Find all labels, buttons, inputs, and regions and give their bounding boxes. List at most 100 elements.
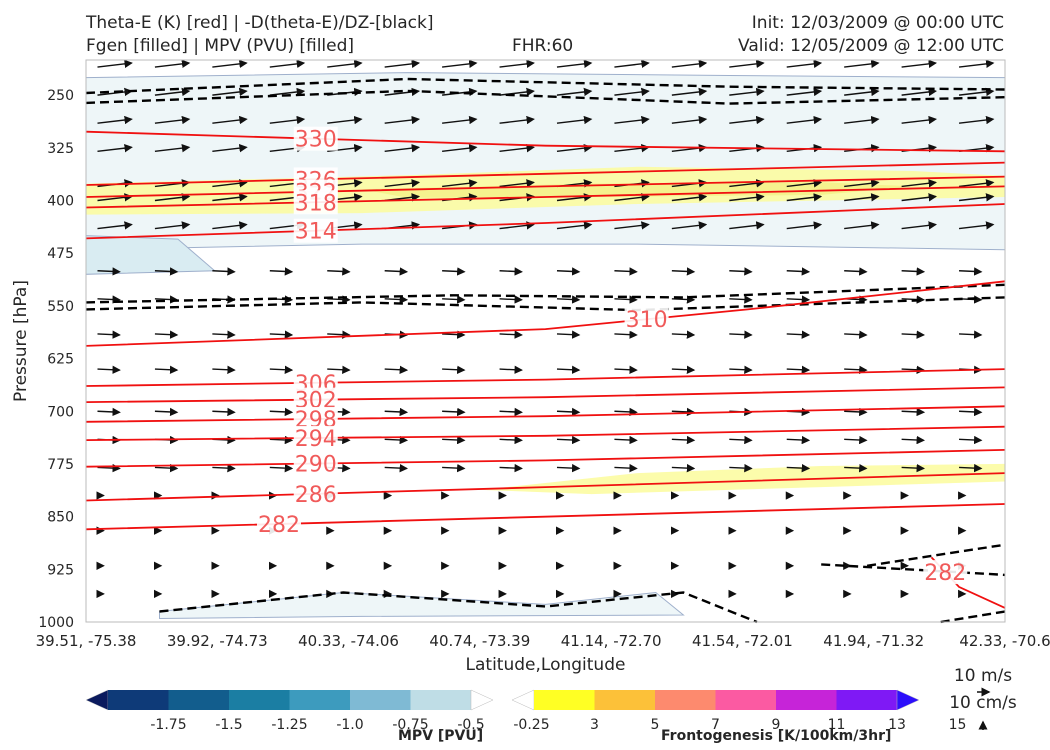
wind-arrow [958,193,995,202]
wind-arrow [786,330,811,339]
y-tick-label: 700 [47,404,74,420]
wind-arrow [959,463,983,473]
frontogenesis-colorbar-label: Frontogenesis [K/100km/3hr] [661,728,892,744]
wind-arrow [442,267,466,276]
forecast-hour: FHR:60 [512,36,574,56]
wind-arrow [499,295,523,304]
wind-arrow [729,463,753,473]
chart-title-line2: Fgen [filled] | MPV (PVU) [filled] [86,36,355,56]
wind-arrow [556,221,593,230]
colorbar-segment [594,690,656,710]
wind-arrow [269,59,306,69]
dthetae-dz-contour [85,296,1006,312]
wind-arrow [442,143,478,153]
wind-arrow [556,267,581,276]
y-tick-label: 250 [47,88,74,104]
valid-time: Valid: 12/05/2009 @ 12:00 UTC [738,36,1004,56]
wind-arrow [212,407,236,417]
wind-arrow [442,59,478,69]
wind-arrow [901,463,926,473]
colorbar-tick-label: 15 [949,717,967,733]
wind-arrow [901,87,938,97]
wind-arrow [614,330,638,339]
theta-e-label: 310 [626,308,668,333]
wind-arrow [269,435,294,445]
wind-arrow [384,435,409,445]
wind-arrow [729,179,765,188]
wind-arrow [959,330,983,339]
wind-arrow [154,330,179,339]
wind-arrow [97,295,121,304]
colorbar-extend-low [85,689,109,711]
wind-arrow [671,115,708,125]
x-tick-label: 42.33, -70.6 [959,632,1050,650]
y-tick-label: 550 [47,299,74,315]
wind-arrow [97,221,133,230]
wind-arrow [154,267,179,276]
wind-arrow [442,115,478,125]
wind-arrow [901,330,926,339]
chart-title-line1: Theta-E (K) [red] | -D(theta-E)/DZ-[blac… [86,13,434,33]
wind-arrow [844,267,868,276]
colorbar-tick-label: -1.25 [271,717,307,733]
theta-e-contour [85,386,1006,403]
wind-arrow [269,267,294,276]
wind-arrow [269,87,306,97]
wind-arrow [212,330,236,339]
wind-arrow [958,221,995,230]
x-tick-label: 41.14, -72.70 [561,632,662,650]
plot-frame [85,59,1006,623]
wind-arrow [729,59,765,69]
colorbar-tick-label: 9 [772,717,781,733]
wind-arrow [901,59,938,69]
wind-arrow [442,179,478,188]
mpv-fill-region [159,591,685,620]
wind-arrow [269,463,294,473]
wind-arrow [844,463,868,473]
theta-e-contour [85,175,1006,198]
wind-arrow [614,59,650,69]
wind-arrow [786,59,823,69]
wind-arrow [269,330,294,339]
wind-arrow [844,193,880,202]
wind-arrow [442,365,466,374]
wind-arrow [671,435,696,445]
colorbar-tick-label: 13 [888,717,906,733]
wind-arrow [154,87,191,97]
wind-arrow [212,143,248,153]
wind-arrow [614,463,638,473]
wind-arrow [844,221,880,230]
wind-arrow [614,115,650,125]
wind-arrow [786,435,811,445]
wind-arrow [327,365,351,374]
theta-e-contour [85,368,1006,387]
wind-arrow [614,87,650,97]
wind-arrow [844,115,880,125]
theta-e-contour [85,185,1006,209]
colorbar-tick-label: -0.75 [392,717,428,733]
wind-arrow [97,330,121,339]
wind-arrow [901,193,938,202]
y-axis-label: Pressure [hPa] [11,280,31,402]
wind-arrow [614,143,650,153]
colorbar-segment [229,690,290,710]
y-tick-label: 850 [47,510,74,526]
theta-e-contour [85,130,1006,153]
wind-arrow [384,295,409,304]
theta-e-contour [85,449,1006,468]
wind-arrow [614,267,638,276]
mpv-colorbar-label: MPV [PVU] [398,728,484,744]
wind-arrow [614,295,638,304]
wind-arrow [671,267,696,276]
dthetae-dz-contour [159,591,758,624]
wind-arrow [671,193,708,202]
dthetae-dz-contour [940,610,1006,624]
wind-arrow [499,87,535,97]
theta-e-label: 314 [295,220,337,245]
colorbar-segment [836,690,898,710]
wind-arrow [154,463,179,473]
wind-arrow [901,115,938,125]
colorbar-extend-high [470,689,494,711]
wind-arrow [212,179,248,188]
wind-arrow [959,267,983,276]
